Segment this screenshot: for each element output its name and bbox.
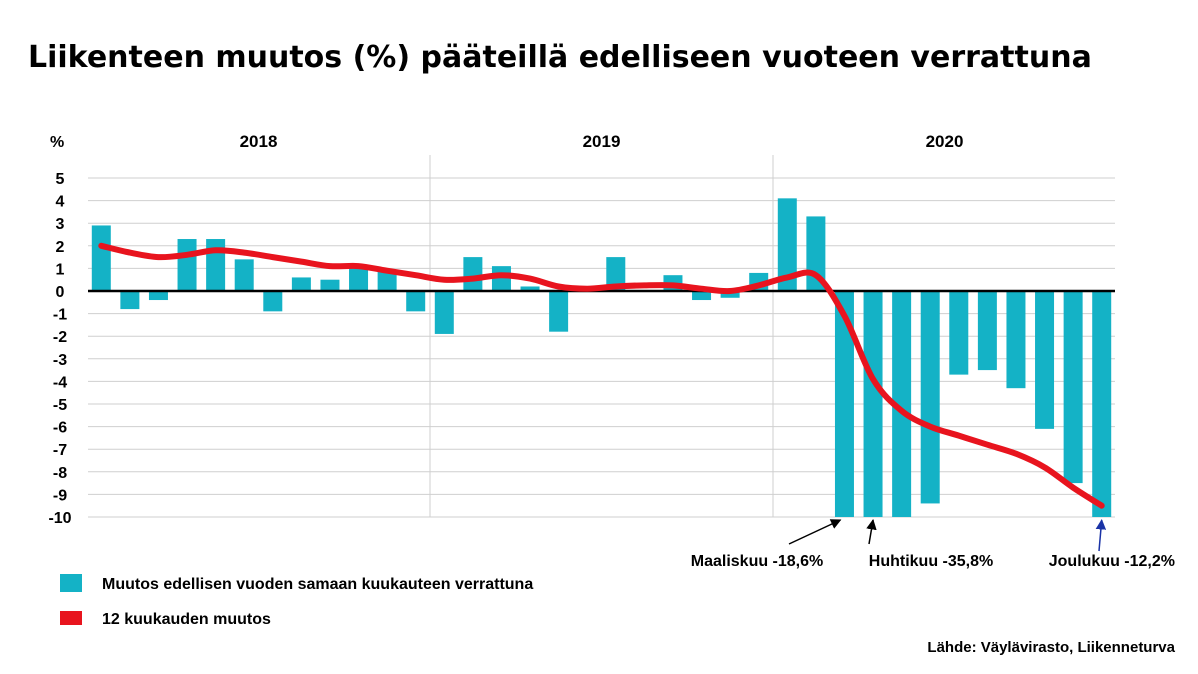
bar (949, 291, 969, 375)
y-tick-label: 2 (56, 239, 65, 256)
bar (1006, 291, 1026, 389)
bar (234, 259, 254, 291)
bar (834, 291, 854, 517)
annotations: Maaliskuu -18,6% Huhtikuu -35,8% Joulukuu … (691, 518, 1175, 570)
bar (434, 291, 454, 334)
bar (720, 291, 740, 298)
y-tick-label: -8 (53, 465, 67, 482)
annotation-label: Maaliskuu -18,6% (691, 553, 824, 570)
y-tick-label: -6 (53, 420, 67, 437)
legend-swatch-bars (60, 574, 82, 592)
bar (1063, 291, 1083, 484)
bar (148, 291, 168, 301)
bar (863, 291, 883, 517)
bar (920, 291, 940, 504)
y-tick-label: 4 (56, 194, 65, 211)
bar (263, 291, 283, 312)
y-axis-tick-labels: 5 4 3 2 1 0 -1 -2 -3 -4 -5 -6 -7 -8 -9 -10 (48, 171, 71, 527)
bar (892, 291, 912, 517)
annotation-arrow (788, 519, 842, 545)
annotation-arrow (1095, 518, 1107, 552)
bar (777, 198, 797, 291)
bar (91, 225, 111, 291)
y-tick-label: -9 (53, 487, 67, 504)
year-label: 2018 (240, 132, 278, 151)
annotation-label: Huhtikuu -35,8% (869, 553, 993, 570)
y-tick-label: 5 (56, 171, 65, 188)
bar (206, 239, 226, 291)
y-tick-label: 1 (56, 261, 65, 278)
bar (549, 291, 569, 332)
annotation-arrow (866, 518, 877, 545)
rolling-change-line (98, 242, 1105, 509)
year-label: 2020 (926, 132, 964, 151)
legend-label-line: 12 kuukauden muutos (102, 611, 271, 628)
bar (1092, 291, 1112, 517)
y-tick-label: 0 (56, 284, 65, 301)
y-tick-label: 3 (56, 216, 65, 233)
y-tick-label: -10 (48, 510, 71, 527)
bar (349, 266, 369, 291)
bar (977, 291, 997, 371)
y-tick-label: -1 (53, 307, 67, 324)
chart-title: Liikenteen muutos (%) pääteillä edellise… (28, 40, 1092, 75)
year-label: 2019 (583, 132, 621, 151)
y-tick-label: -5 (53, 397, 67, 414)
bar (177, 239, 197, 291)
legend-label-bars: Muutos edellisen vuoden samaan kuukautee… (102, 576, 533, 593)
year-labels: 2018 2019 2020 (240, 132, 964, 151)
y-tick-label: -3 (53, 352, 67, 369)
monthly-change-bars (91, 198, 1112, 517)
bar (692, 291, 712, 301)
bar (606, 257, 626, 291)
line-12-month-change (98, 242, 1105, 509)
annotation-label: Joulukuu -12,2% (1049, 553, 1175, 570)
bar (320, 279, 340, 291)
bar (520, 286, 540, 291)
bar (1035, 291, 1055, 429)
bar (377, 270, 397, 291)
bar (120, 291, 140, 310)
y-axis-unit-label: % (50, 134, 64, 151)
bar (291, 277, 311, 291)
legend: Muutos edellisen vuoden samaan kuukautee… (60, 574, 533, 628)
bar (463, 257, 483, 291)
bar (406, 291, 426, 312)
y-tick-label: -7 (53, 442, 67, 459)
source-note: Lähde: Väylävirasto, Liikenneturva (927, 639, 1175, 656)
y-tick-label: -4 (53, 374, 67, 391)
y-tick-label: -2 (53, 329, 67, 346)
